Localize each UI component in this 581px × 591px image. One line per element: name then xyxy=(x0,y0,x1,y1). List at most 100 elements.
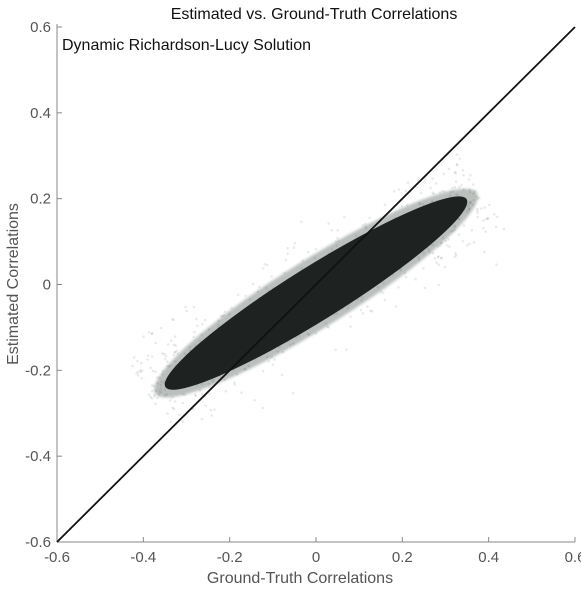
data-point xyxy=(204,404,207,407)
data-point xyxy=(258,285,261,289)
data-point xyxy=(436,255,440,259)
data-point xyxy=(470,228,474,232)
data-point xyxy=(291,391,295,395)
data-point xyxy=(193,393,197,396)
data-point xyxy=(454,180,458,183)
data-point xyxy=(271,363,275,367)
point-cloud-core xyxy=(164,196,468,390)
data-point xyxy=(213,408,216,411)
data-point xyxy=(334,348,337,352)
x-tick-label: -0.2 xyxy=(217,549,243,566)
data-point xyxy=(383,298,387,302)
data-point xyxy=(136,374,140,377)
data-point xyxy=(433,257,437,260)
data-point xyxy=(251,282,255,286)
data-point xyxy=(359,308,363,312)
data-point xyxy=(172,318,175,322)
x-tick-label: 0.4 xyxy=(478,549,499,566)
data-point xyxy=(443,265,447,269)
data-point xyxy=(161,352,164,355)
data-point xyxy=(419,191,423,195)
data-point xyxy=(483,206,487,209)
data-point xyxy=(175,349,179,353)
data-point xyxy=(417,176,420,180)
y-tick-label: 0.2 xyxy=(30,191,51,208)
data-point xyxy=(476,209,479,212)
data-point xyxy=(457,233,461,236)
data-point xyxy=(266,263,269,267)
data-point xyxy=(448,245,451,248)
y-tick-label: 0 xyxy=(43,277,51,294)
data-point xyxy=(442,172,446,176)
data-point xyxy=(462,173,465,177)
data-point xyxy=(469,173,472,177)
y-tick-label: 0.6 xyxy=(30,19,51,36)
data-point xyxy=(392,190,396,193)
data-point xyxy=(172,407,176,411)
data-point xyxy=(140,369,144,373)
data-point xyxy=(493,213,496,216)
data-point xyxy=(481,226,485,230)
data-point xyxy=(169,339,173,342)
data-point xyxy=(429,186,432,190)
data-point xyxy=(150,332,154,336)
data-point xyxy=(164,354,168,358)
data-point xyxy=(454,171,457,175)
data-point xyxy=(192,335,195,339)
data-point xyxy=(171,318,174,321)
data-point xyxy=(404,189,408,193)
data-point xyxy=(284,258,288,262)
data-point xyxy=(432,192,436,196)
data-point xyxy=(224,389,228,393)
data-point xyxy=(172,343,176,347)
data-point xyxy=(414,277,417,281)
data-point xyxy=(209,408,213,412)
data-point xyxy=(330,228,334,232)
data-point xyxy=(437,263,441,267)
data-point xyxy=(181,420,185,423)
data-point xyxy=(366,305,369,308)
data-point xyxy=(173,335,177,339)
data-point xyxy=(453,170,457,174)
data-point xyxy=(457,185,461,189)
data-point xyxy=(422,267,425,270)
data-point xyxy=(150,384,154,387)
data-point xyxy=(132,356,136,359)
plot-area: -0.6 -0.4 -0.2 0 0.2 0.4 0.6 -0.6 -0.4 -0.2 0 0.2 0… xyxy=(25,19,581,566)
data-point xyxy=(314,248,318,251)
data-point xyxy=(166,412,169,415)
data-point xyxy=(192,407,195,411)
data-point xyxy=(394,305,398,308)
x-tick-label: 0.6 xyxy=(565,549,581,566)
data-point xyxy=(441,189,444,193)
data-point xyxy=(368,216,371,220)
data-point xyxy=(423,181,426,184)
data-point xyxy=(169,420,173,424)
y-tick-label: 0.4 xyxy=(30,105,51,122)
data-point xyxy=(478,196,481,200)
data-point xyxy=(431,177,435,180)
data-point xyxy=(455,153,459,156)
data-point xyxy=(149,366,152,370)
data-point xyxy=(423,286,427,290)
data-point xyxy=(397,286,400,289)
data-point xyxy=(149,395,152,399)
data-point xyxy=(455,163,459,166)
x-tick-label: 0.2 xyxy=(392,549,413,566)
data-point xyxy=(136,359,139,363)
data-point xyxy=(483,250,486,254)
data-point xyxy=(280,373,284,377)
data-point xyxy=(476,207,479,211)
data-point xyxy=(404,275,408,279)
data-point xyxy=(447,167,451,171)
data-point xyxy=(150,397,154,400)
data-point xyxy=(467,178,471,181)
x-tick-label: -0.6 xyxy=(44,549,70,566)
data-point xyxy=(220,314,223,318)
data-point xyxy=(336,236,339,240)
data-point xyxy=(166,343,170,346)
data-point xyxy=(200,392,204,396)
data-point xyxy=(484,230,488,233)
data-point xyxy=(208,392,211,396)
